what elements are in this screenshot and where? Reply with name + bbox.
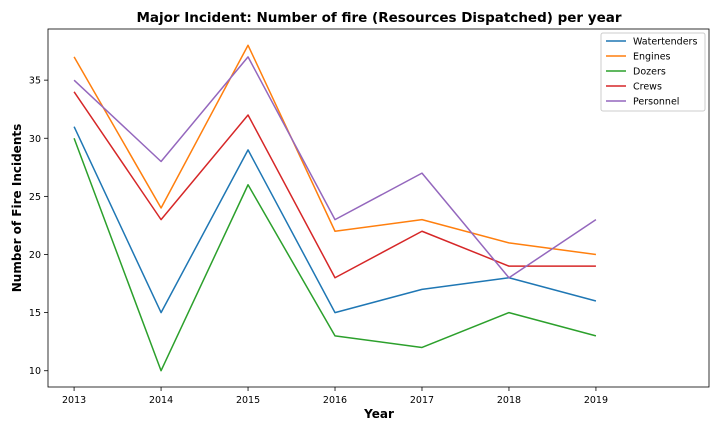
y-tick-label: 30 bbox=[29, 134, 41, 145]
x-tick-label: 2016 bbox=[323, 395, 347, 406]
series-line-personnel bbox=[73, 56, 597, 279]
y-tick-label: 15 bbox=[29, 308, 41, 319]
x-tick-label: 2014 bbox=[149, 395, 173, 406]
series-line-dozers bbox=[73, 137, 597, 372]
x-axis-label: Year bbox=[363, 407, 394, 421]
legend-entry: Personnel bbox=[633, 97, 679, 108]
series-line-crews bbox=[73, 91, 596, 279]
plot-frame bbox=[47, 28, 710, 388]
x-tick-label: 2015 bbox=[236, 395, 260, 406]
y-tick-label: 35 bbox=[29, 76, 41, 87]
legend-entry: Engines bbox=[633, 52, 671, 63]
plot-area bbox=[73, 44, 597, 372]
legend: Watertenders Engines Dozers Crews Personnel bbox=[600, 32, 706, 112]
y-tick-label: 10 bbox=[29, 366, 41, 377]
legend-entry: Watertenders bbox=[633, 37, 697, 48]
y-tick-label: 25 bbox=[29, 192, 41, 203]
series-line-engines bbox=[73, 44, 597, 256]
x-tick-label: 2019 bbox=[584, 395, 608, 406]
legend-entry: Dozers bbox=[633, 67, 666, 78]
x-tick-label: 2018 bbox=[497, 395, 521, 406]
x-tick-label: 2017 bbox=[410, 395, 434, 406]
legend-entry: Crews bbox=[633, 82, 662, 93]
y-axis-label: Number of Fire Incidents bbox=[10, 124, 24, 293]
x-axis: 2013 2014 2015 2016 2017 2018 2019 bbox=[62, 387, 608, 406]
y-tick-label: 20 bbox=[29, 250, 41, 261]
x-tick-label: 2013 bbox=[62, 395, 86, 406]
legend-box bbox=[600, 32, 706, 112]
chart-title: Major Incident: Number of fire (Resource… bbox=[136, 10, 621, 26]
y-axis: 10 15 20 25 30 35 bbox=[29, 76, 48, 377]
